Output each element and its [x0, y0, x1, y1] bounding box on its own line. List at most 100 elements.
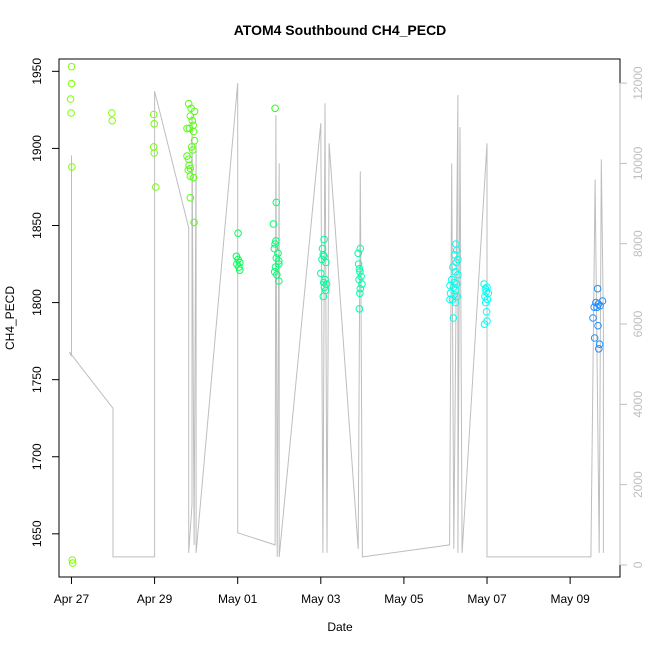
data-point: [449, 314, 458, 322]
x-tick-label: Apr 27: [54, 592, 90, 606]
data-point: [482, 308, 491, 316]
data-point: [595, 340, 604, 349]
y-axis-label: CH4_PECD: [3, 286, 17, 350]
data-point: [452, 246, 461, 254]
data-point: [356, 284, 365, 293]
data-point: [108, 116, 116, 125]
data-point: [67, 79, 76, 88]
data-point: [67, 109, 75, 117]
data-point: [354, 260, 363, 268]
y-tick-label: 1900: [30, 135, 44, 162]
data-point: [190, 136, 199, 145]
data-point: [319, 292, 328, 301]
data-point: [272, 198, 281, 207]
data-point: [593, 284, 602, 293]
y2-axis: 0 2000 4000 6000 8000 10000 12000: [619, 66, 645, 568]
data-point: [589, 314, 597, 322]
data-point: [67, 62, 76, 71]
data-point: [189, 146, 197, 154]
data-point: [186, 112, 195, 120]
data-point: [446, 281, 454, 290]
data-point: [356, 268, 364, 276]
data-point: [184, 99, 193, 108]
data-point: [150, 120, 158, 128]
data-point: [108, 109, 116, 117]
data-point: [235, 263, 243, 271]
data-point: [270, 244, 279, 253]
y-tick-label: 1800: [30, 289, 44, 316]
data-point: [271, 240, 279, 248]
data-point: [354, 249, 363, 258]
data-point: [593, 303, 601, 312]
data-point: [319, 251, 328, 259]
data-point: [274, 249, 282, 258]
y2-tick-label: 8000: [631, 230, 645, 257]
altitude-line: [68, 83, 604, 558]
data-point: [184, 166, 192, 174]
data-point: [355, 264, 364, 273]
chart-title: ATOM4 Southbound CH4_PECD: [234, 22, 447, 38]
data-point: [189, 173, 198, 182]
x-tick-label: May 05: [384, 592, 424, 606]
data-point: [68, 163, 76, 171]
data-point: [150, 149, 158, 157]
x-axis: Apr 27 Apr 29 May 01 May 03 May 05 May 07 May …: [54, 576, 590, 606]
y-axis: 1650 1700 1750 1800 1850 1900 1950: [30, 58, 60, 547]
data-point: [449, 263, 457, 271]
data-point: [236, 266, 244, 275]
data-point: [152, 183, 160, 191]
y2-tick-label: 12000: [631, 66, 645, 100]
data-point: [320, 235, 328, 244]
ch4-points: [66, 62, 607, 567]
data-point: [482, 288, 491, 296]
x-tick-label: May 03: [301, 592, 341, 606]
data-point: [271, 104, 279, 113]
data-point: [234, 229, 242, 237]
data-point: [317, 269, 325, 278]
data-point: [454, 271, 462, 279]
plot-frame: [58, 58, 621, 578]
y2-tick-label: 6000: [631, 310, 645, 337]
x-tick-label: May 01: [218, 592, 258, 606]
data-point: [356, 244, 365, 253]
data-point: [190, 218, 198, 227]
data-point: [358, 280, 366, 288]
data-point: [188, 116, 197, 125]
y2-tick-label: 4000: [631, 391, 645, 418]
data-point: [355, 305, 364, 313]
x-tick-label: May 07: [467, 592, 507, 606]
y2-tick-label: 0: [631, 561, 645, 568]
y-tick-label: 1700: [30, 443, 44, 470]
x-tick-label: Apr 29: [137, 592, 173, 606]
data-point: [595, 345, 603, 353]
data-point: [480, 320, 489, 329]
data-point: [189, 127, 198, 136]
x-axis-label: Date: [327, 620, 353, 634]
data-point: [149, 110, 158, 119]
y-tick-label: 1650: [30, 520, 44, 547]
data-point: [275, 277, 283, 285]
data-point: [322, 258, 330, 267]
data-point: [66, 95, 75, 103]
y-tick-label: 1750: [30, 366, 44, 393]
data-point: [356, 289, 364, 298]
data-point: [149, 143, 158, 151]
data-point: [186, 194, 195, 202]
y-tick-label: 1950: [30, 58, 44, 85]
data-point: [190, 107, 199, 116]
x-tick-label: May 09: [550, 592, 590, 606]
y-tick-label: 1850: [30, 212, 44, 239]
altitude-series: [68, 83, 604, 558]
data-point: [68, 556, 77, 564]
data-point: [269, 220, 278, 228]
data-point: [272, 237, 280, 245]
data-point: [275, 257, 283, 265]
y2-tick-label: 10000: [631, 146, 645, 180]
data-point: [186, 164, 195, 173]
data-point: [183, 124, 191, 133]
data-point: [482, 298, 490, 307]
data-point: [271, 263, 280, 271]
data-point: [68, 559, 77, 567]
y2-tick-label: 2000: [631, 471, 645, 498]
